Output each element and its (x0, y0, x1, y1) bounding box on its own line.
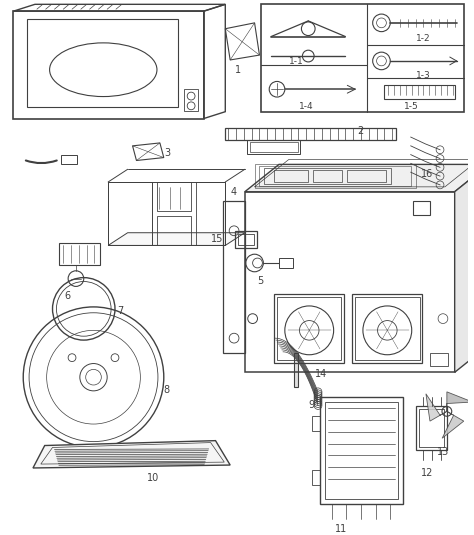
Polygon shape (33, 441, 230, 468)
Text: 15: 15 (210, 234, 223, 244)
Bar (430, 353, 448, 366)
Polygon shape (455, 164, 474, 372)
Text: 6: 6 (64, 291, 70, 301)
Bar (384, 86, 455, 99)
Bar (157, 182, 191, 211)
Text: 9: 9 (308, 400, 314, 410)
Bar (59, 243, 100, 265)
Bar (355, 297, 419, 360)
Bar (157, 216, 191, 246)
Text: 1-4: 1-4 (299, 102, 313, 111)
Text: 4: 4 (230, 187, 237, 197)
Text: 1-5: 1-5 (404, 102, 419, 111)
Bar (264, 169, 391, 184)
Bar (196, 182, 225, 246)
Text: 1-1: 1-1 (289, 57, 303, 66)
Text: 8: 8 (164, 385, 170, 395)
Bar (419, 409, 444, 447)
Bar (274, 170, 308, 182)
Text: 10: 10 (147, 473, 159, 483)
Text: 14: 14 (315, 369, 328, 379)
Bar (293, 353, 299, 387)
Bar (184, 89, 198, 111)
Bar (27, 19, 178, 107)
Bar (277, 297, 341, 360)
Text: 13: 13 (437, 447, 449, 457)
Bar (352, 294, 422, 363)
Bar (238, 234, 254, 246)
Bar (312, 416, 320, 431)
Bar (247, 140, 301, 154)
Bar (259, 166, 411, 186)
Bar (416, 407, 447, 450)
Bar (225, 128, 396, 140)
Text: 16: 16 (420, 169, 433, 179)
Bar (261, 4, 465, 112)
Bar (250, 142, 299, 152)
Bar (313, 170, 342, 182)
Bar (255, 164, 416, 188)
Text: 5: 5 (257, 276, 264, 286)
Polygon shape (245, 164, 474, 192)
Polygon shape (426, 394, 447, 421)
Bar (279, 258, 292, 268)
Text: 12: 12 (420, 468, 433, 478)
Bar (108, 182, 152, 246)
Bar (13, 11, 204, 119)
Bar (325, 402, 398, 499)
Bar (223, 202, 245, 353)
Bar (320, 397, 403, 504)
Polygon shape (447, 392, 473, 411)
Polygon shape (108, 233, 245, 246)
Text: 3: 3 (165, 148, 171, 158)
Bar (61, 155, 77, 164)
Bar (245, 192, 455, 372)
Text: 1-2: 1-2 (416, 34, 430, 43)
Bar (274, 294, 345, 363)
Text: 11: 11 (335, 524, 347, 533)
Bar (312, 470, 320, 485)
Text: 1: 1 (235, 65, 241, 75)
Bar (347, 170, 386, 182)
Text: 2: 2 (357, 126, 363, 136)
Polygon shape (442, 411, 464, 438)
Bar (235, 231, 256, 248)
Bar (413, 202, 430, 215)
Text: 1-3: 1-3 (416, 71, 430, 80)
Text: 7: 7 (117, 306, 123, 316)
